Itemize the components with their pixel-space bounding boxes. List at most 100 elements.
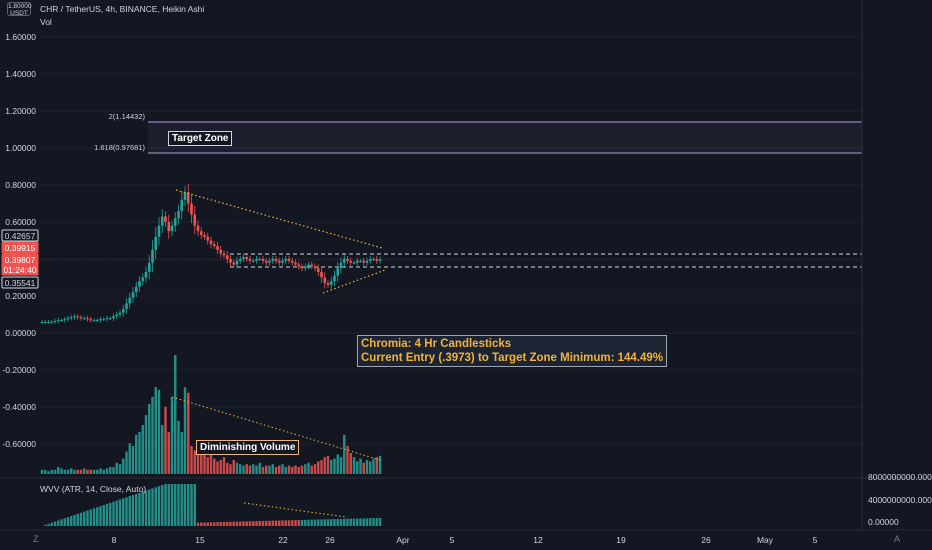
candle-body xyxy=(60,320,63,322)
target-zone-rect[interactable] xyxy=(148,122,862,153)
volume-bar xyxy=(79,469,83,474)
price-tick-label: -0.40000 xyxy=(2,402,36,412)
candle-body xyxy=(154,236,158,250)
candle-body xyxy=(79,317,83,319)
wwv-bar xyxy=(99,506,102,526)
wwv-bar xyxy=(307,519,310,526)
wwv-bar xyxy=(125,497,128,526)
volume-bar xyxy=(63,469,66,474)
wwv-bar xyxy=(349,518,352,526)
lower-trendline[interactable] xyxy=(322,269,386,294)
note-line-1: Chromia: 4 Hr Candlesticks xyxy=(361,338,512,350)
volume-bar xyxy=(73,469,76,474)
time-tick-label: 26 xyxy=(701,535,711,545)
volume-bar xyxy=(232,460,235,474)
volume-bar xyxy=(193,450,196,474)
wwv-bar xyxy=(109,502,112,526)
wwv-bar xyxy=(294,520,297,526)
volume-bar xyxy=(219,460,222,474)
wwv-bar xyxy=(44,524,47,526)
analysis-note[interactable]: Chromia: 4 Hr Candlesticks Current Entry… xyxy=(357,335,668,367)
candle-body xyxy=(199,231,203,235)
candle-body xyxy=(375,259,379,261)
candle-body xyxy=(219,249,223,254)
candle-body xyxy=(73,316,76,318)
wwv-bar xyxy=(183,484,187,526)
wwv-bar xyxy=(226,521,229,526)
candle-body xyxy=(53,320,57,322)
volume-trendline[interactable] xyxy=(171,396,381,461)
note-line-2: Current Entry (.3973) to Target Zone Min… xyxy=(361,352,664,364)
wwv-bar xyxy=(63,518,66,526)
candle-body xyxy=(238,259,242,261)
volume-bar xyxy=(336,454,339,474)
volume-bar xyxy=(213,458,216,474)
volume-bar xyxy=(317,461,320,474)
candle-body xyxy=(76,316,80,318)
candle-body xyxy=(121,308,125,313)
volume-bar xyxy=(200,453,203,474)
volume-bar xyxy=(333,458,336,474)
wwv-bar xyxy=(242,521,245,526)
candle-body xyxy=(242,257,245,259)
symbol-title[interactable]: CHR / TetherUS, 4h, BINANCE, Heikin Ashi xyxy=(40,4,205,14)
candle-body xyxy=(333,275,336,282)
candle-body xyxy=(245,257,249,259)
wwv-bar xyxy=(89,509,92,526)
wwv-bar xyxy=(365,518,369,526)
time-tick-label: 5 xyxy=(450,535,455,545)
wwv-axis[interactable]: 8000000000.00000 4000000000.00000 0.00000 xyxy=(868,472,932,527)
wwv-bar xyxy=(333,519,336,526)
candle-body xyxy=(95,320,99,322)
volume-bar xyxy=(135,434,138,474)
wwv-bar xyxy=(304,519,307,526)
price-tick-label: 1.20000 xyxy=(5,106,36,116)
candle-body xyxy=(89,319,93,321)
candle-body xyxy=(138,281,141,287)
candle-body xyxy=(235,260,239,265)
wwv-bar xyxy=(157,486,161,526)
wwv-bar xyxy=(375,518,378,526)
volume-bar xyxy=(326,455,330,474)
wwv-trendline[interactable] xyxy=(243,502,347,518)
wwv-bars xyxy=(44,484,382,526)
volume-bar xyxy=(265,465,268,474)
candle-body xyxy=(63,319,67,321)
wwv-bar xyxy=(76,513,79,526)
candle-body xyxy=(225,255,229,259)
wwv-bar xyxy=(177,484,180,526)
candle-body xyxy=(86,318,89,320)
volume-bar xyxy=(206,457,209,474)
wwv-bar xyxy=(180,484,183,526)
candle-body xyxy=(193,214,197,226)
price-tag-label: 0.42657 xyxy=(5,231,36,241)
wwv-bar xyxy=(248,521,252,526)
candle-body xyxy=(281,260,284,263)
wwv-bar xyxy=(128,496,131,526)
candle-body xyxy=(355,260,359,263)
wwv-bar xyxy=(141,491,144,526)
target-zone-label[interactable]: Target Zone xyxy=(168,131,233,146)
volume-bar xyxy=(115,462,118,474)
time-axis[interactable]: 8 15 22 26 Apr 5 12 19 26 May 5 xyxy=(112,535,818,545)
candle-body xyxy=(261,259,265,261)
candle-body xyxy=(346,259,349,261)
wwv-bar xyxy=(151,488,154,526)
diminishing-volume-label[interactable]: Diminishing Volume xyxy=(196,440,300,455)
candle-body xyxy=(47,321,50,323)
wwv-bar xyxy=(216,522,219,526)
wwv-bar xyxy=(57,520,60,526)
corner-right-label[interactable]: A xyxy=(894,534,901,544)
corner-left-label[interactable]: Z xyxy=(33,534,39,544)
volume-indicator-label[interactable]: Vol xyxy=(40,17,52,27)
volume-bar xyxy=(300,465,304,474)
candle-body xyxy=(144,271,148,278)
candle-body xyxy=(128,297,132,304)
candle-body xyxy=(365,260,369,263)
currency-badge[interactable]: 1.80000 USDT xyxy=(7,2,32,17)
volume-bar xyxy=(109,467,112,474)
wwv-indicator-label[interactable]: WVV (ATR, 14, Close, Auto) xyxy=(40,484,147,494)
wwv-bar xyxy=(271,520,274,526)
volume-bar xyxy=(50,469,53,474)
